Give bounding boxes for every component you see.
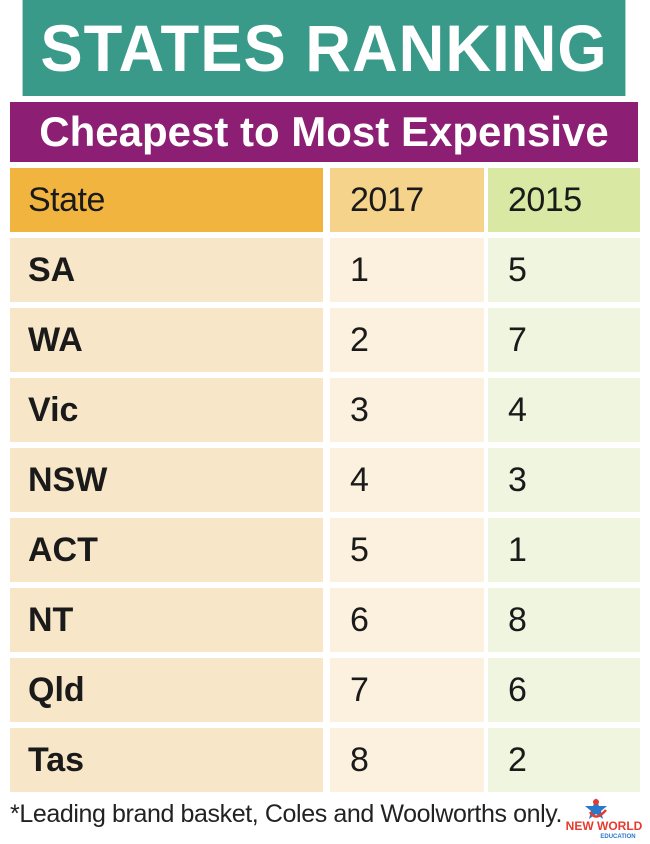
- state-cell: NT: [10, 588, 323, 652]
- table-row: NSW 4 3: [10, 448, 640, 512]
- rank-2017-cell: 3: [330, 378, 484, 442]
- rank-2015-cell: 1: [488, 518, 640, 582]
- rank-2015-cell: 3: [488, 448, 640, 512]
- rank-2015-cell: 6: [488, 658, 640, 722]
- rank-2017-cell: 6: [330, 588, 484, 652]
- rank-2015-cell: 8: [488, 588, 640, 652]
- table-row: ACT 5 1: [10, 518, 640, 582]
- new-world-education-logo-icon: NEW WORLD EDUCATION: [566, 798, 643, 840]
- rank-2015-cell: 7: [488, 308, 640, 372]
- state-cell: Tas: [10, 728, 323, 792]
- rank-2017-cell: 5: [330, 518, 484, 582]
- table-row: NT 6 8: [10, 588, 640, 652]
- rank-2017-cell: 1: [330, 238, 484, 302]
- state-cell: Vic: [10, 378, 323, 442]
- table-row: Vic 3 4: [10, 378, 640, 442]
- rank-2017-cell: 7: [330, 658, 484, 722]
- rank-2017-cell: 8: [330, 728, 484, 792]
- state-cell: WA: [10, 308, 323, 372]
- table-row: Tas 8 2: [10, 728, 640, 792]
- page-subtitle: Cheapest to Most Expensive: [10, 102, 638, 162]
- table-row: Qld 7 6: [10, 658, 640, 722]
- rank-2015-cell: 4: [488, 378, 640, 442]
- page-title: STATES RANKING: [22, 0, 626, 96]
- rank-2017-cell: 4: [330, 448, 484, 512]
- rank-2017-cell: 2: [330, 308, 484, 372]
- header-state: State: [10, 168, 323, 232]
- logo-text-line1: NEW WORLD: [566, 819, 643, 833]
- header-2015: 2015: [488, 168, 640, 232]
- state-cell: NSW: [10, 448, 323, 512]
- state-cell: ACT: [10, 518, 323, 582]
- table-row: SA 1 5: [10, 238, 640, 302]
- state-cell: Qld: [10, 658, 323, 722]
- logo-text-line2: EDUCATION: [600, 834, 635, 840]
- rank-2015-cell: 2: [488, 728, 640, 792]
- state-cell: SA: [10, 238, 323, 302]
- footnote: *Leading brand basket, Coles and Woolwor…: [10, 800, 563, 828]
- table-row: WA 2 7: [10, 308, 640, 372]
- header-2017: 2017: [330, 168, 484, 232]
- star-figure-icon: [585, 798, 607, 819]
- rank-2015-cell: 5: [488, 238, 640, 302]
- table-header-row: State 2017 2015: [10, 168, 640, 232]
